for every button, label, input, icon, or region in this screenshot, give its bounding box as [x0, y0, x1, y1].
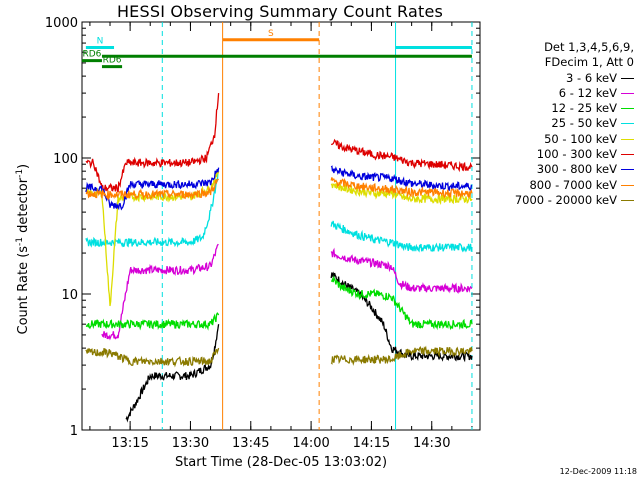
legend-swatch: [621, 108, 634, 110]
x-tick-label: 13:15: [111, 436, 148, 451]
y-axis-label-part: detector: [16, 177, 32, 237]
legend-entry: 800 - 7000 keV: [515, 178, 634, 193]
legend-label: 50 - 100 keV: [544, 131, 617, 146]
legend-label: 12 - 25 keV: [551, 101, 617, 116]
chart-title: HESSI Observing Summary Count Rates: [116, 2, 444, 21]
legend: Det 1,3,4,5,6,9, FDecim 1, Att 0 3 - 6 k…: [515, 40, 634, 208]
series-line: [85, 170, 220, 248]
x-axis-label: Start Time (28-Dec-05 13:03:02): [174, 455, 388, 470]
legend-entry: 3 - 6 keV: [515, 71, 634, 86]
series-line: [85, 93, 220, 193]
series-line: [330, 220, 473, 253]
legend-entries: 3 - 6 keV 6 - 12 keV 12 - 25 keV 25 - 50 ke…: [515, 71, 634, 209]
legend-label: 100 - 300 keV: [536, 147, 617, 162]
x-tick-label: 14:30: [413, 436, 450, 451]
series-line: [101, 243, 219, 341]
y-axis-label-part: -1: [14, 236, 25, 246]
series-line: [330, 275, 473, 331]
legend-label: 7000 - 20000 keV: [514, 192, 617, 207]
legend-swatch: [621, 123, 634, 125]
legend-entry: 25 - 50 keV: [515, 116, 634, 131]
legend-label: 300 - 800 keV: [536, 162, 617, 177]
x-tick-label: 13:45: [232, 436, 269, 451]
y-axis-label-part: -1: [14, 168, 25, 178]
legend-swatch: [621, 199, 634, 201]
status-bar-label: RD6: [82, 50, 101, 60]
legend-swatch: [621, 77, 634, 79]
legend-header-line: FDecim 1, Att 0: [544, 55, 634, 70]
status-bar-label: S: [268, 29, 274, 39]
legend-entry: 100 - 300 keV: [515, 147, 634, 162]
y-axis-label-part: ): [16, 163, 32, 169]
legend-label: 3 - 6 keV: [566, 70, 617, 85]
series-line: [85, 178, 220, 201]
legend-swatch: [621, 154, 634, 156]
legend-entry: 12 - 25 keV: [515, 101, 634, 116]
y-axis-label: Count Rate (s-1 detector-1): [15, 149, 31, 349]
y-tick-label: 1000: [45, 16, 78, 31]
legend-entry: 300 - 800 keV: [515, 162, 634, 177]
legend-swatch: [621, 169, 634, 171]
series-line: [330, 165, 473, 192]
legend-header-line: Det 1,3,4,5,6,9,: [544, 40, 634, 54]
series-line: [85, 347, 220, 368]
x-tick-label: 13:30: [172, 436, 209, 451]
legend-swatch: [621, 92, 634, 94]
series-line: [125, 324, 220, 423]
x-tick-label: 14:00: [292, 436, 329, 451]
series-line: [331, 138, 473, 173]
legend-entry: 6 - 12 keV: [515, 86, 634, 101]
legend-label: 6 - 12 keV: [558, 85, 617, 100]
y-tick-label: 1: [70, 424, 78, 439]
legend-entry: 7000 - 20000 keV: [515, 193, 634, 208]
legend-entry: 50 - 100 keV: [515, 132, 634, 147]
legend-label: 800 - 7000 keV: [529, 177, 617, 192]
y-tick-label: 10: [61, 288, 78, 303]
timestamp: 12-Dec-2009 11:18: [559, 467, 637, 476]
series-line: [330, 247, 473, 294]
series-line: [330, 345, 473, 366]
status-bar-label: N: [97, 36, 104, 46]
plot-frame: [81, 21, 481, 431]
status-bar-label: RD6: [103, 56, 122, 66]
series-line: [330, 177, 473, 200]
legend-swatch: [621, 184, 634, 186]
series-line: [85, 312, 220, 331]
x-tick-label: 14:15: [353, 436, 390, 451]
legend-swatch: [621, 138, 634, 140]
y-axis-label-part: Count Rate (s: [16, 245, 32, 335]
y-tick-label: 100: [53, 152, 78, 167]
legend-label: 25 - 50 keV: [551, 116, 617, 131]
